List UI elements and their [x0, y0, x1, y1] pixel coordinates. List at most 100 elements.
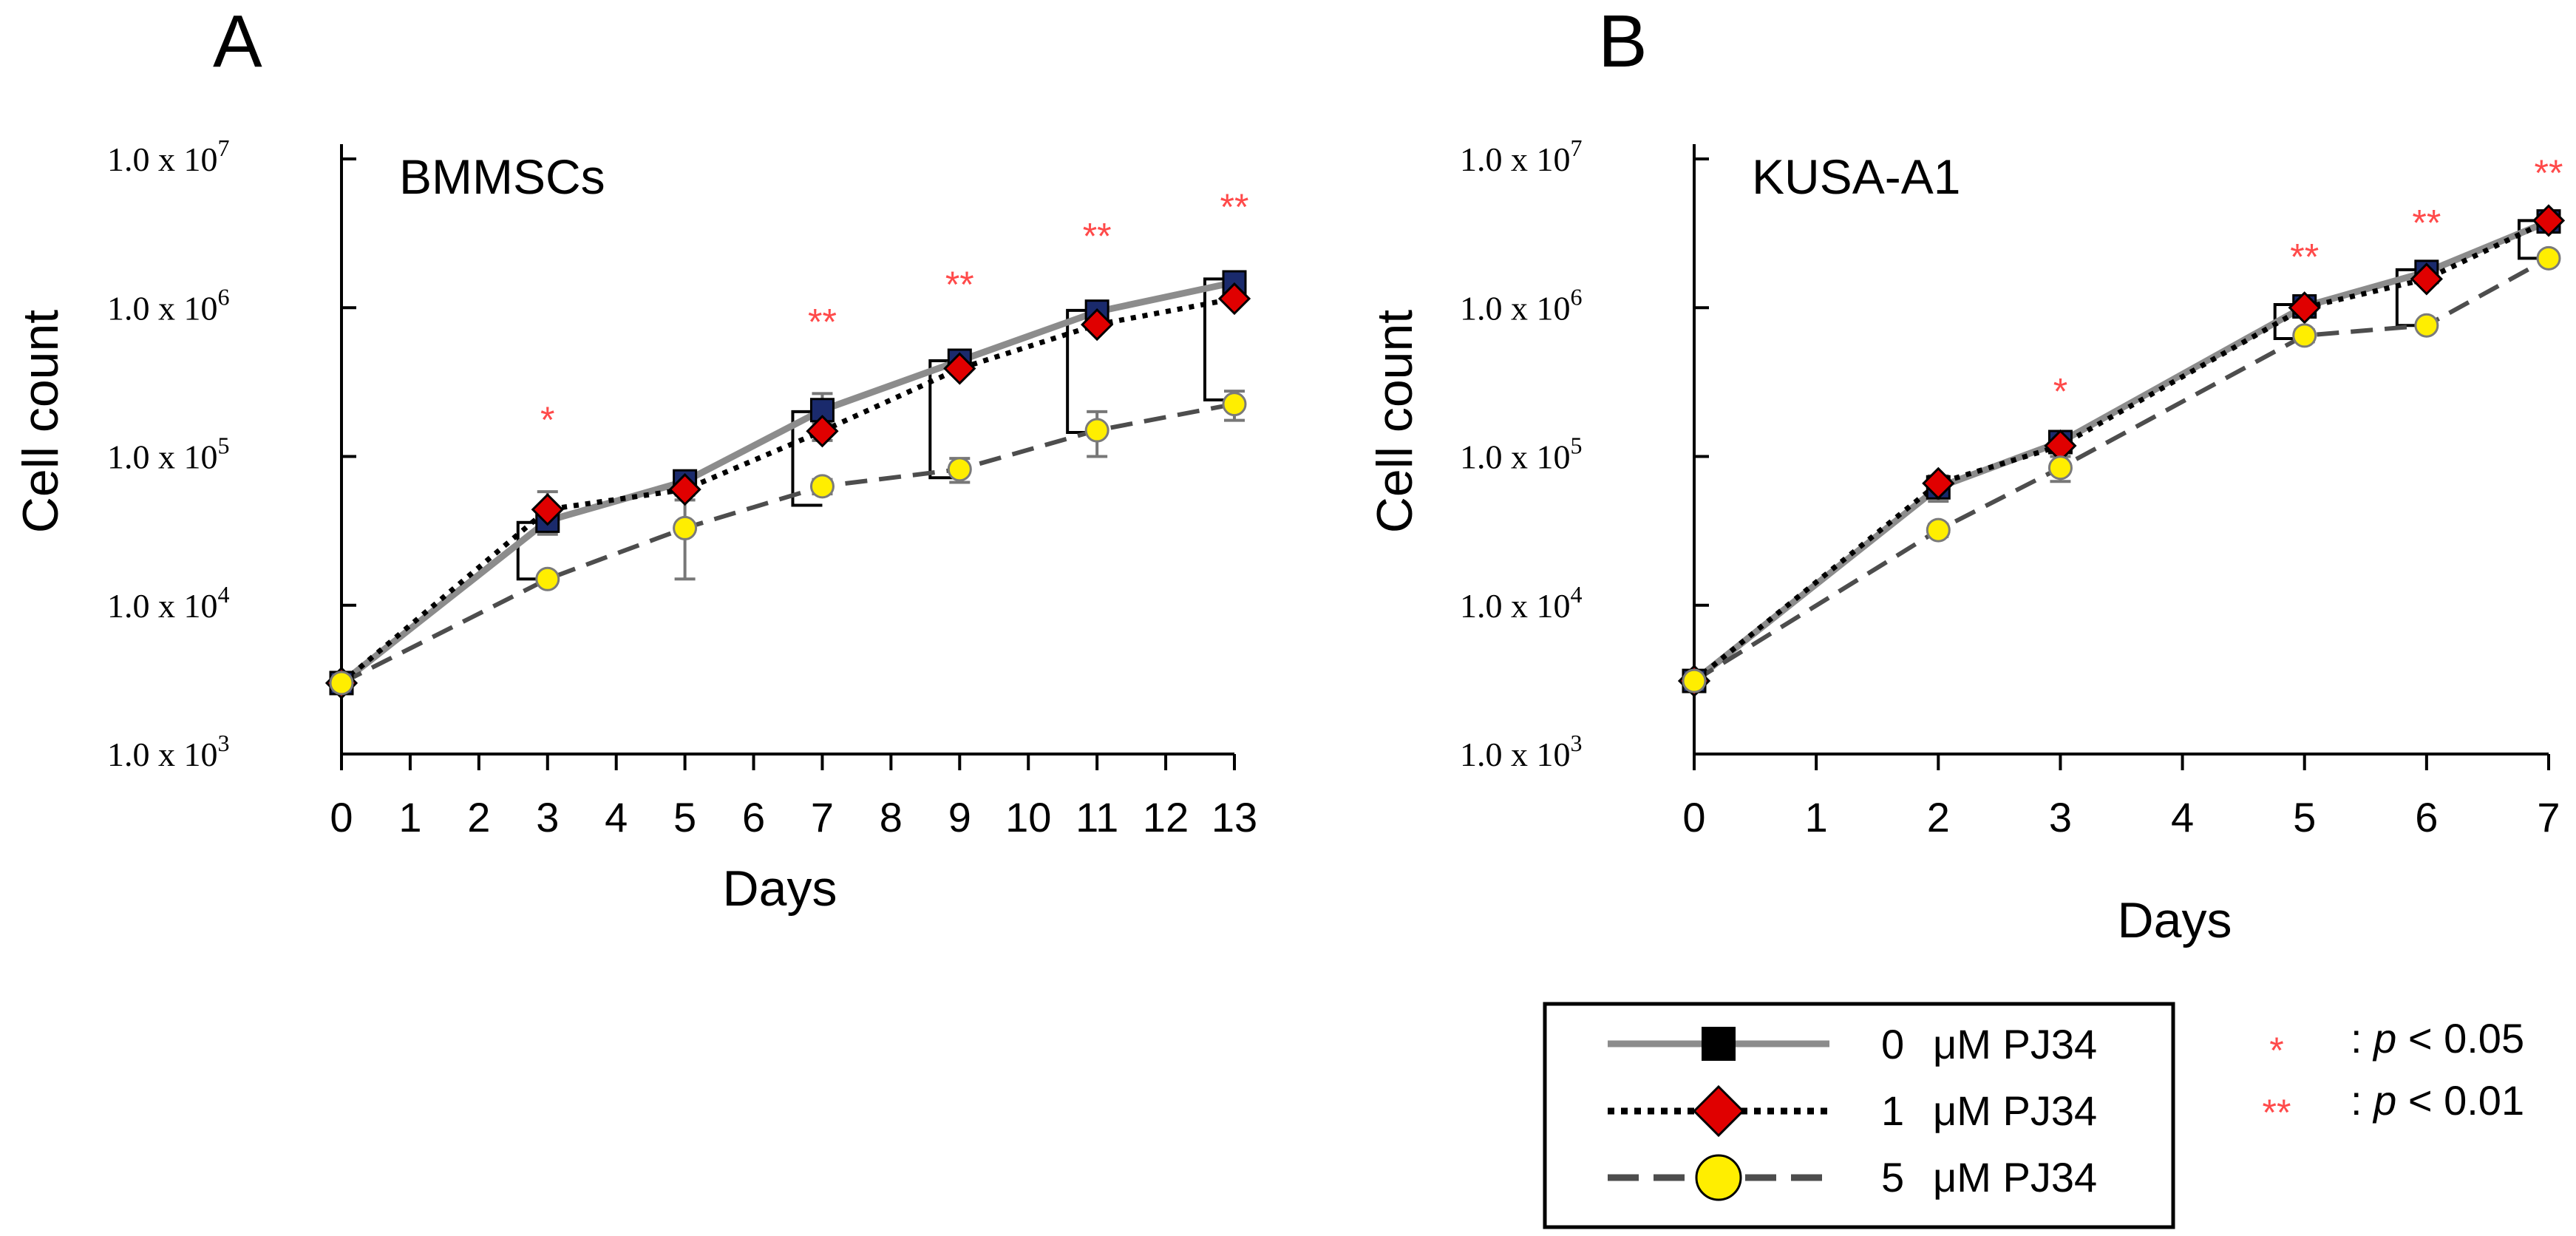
y-tick-label: 1.0 x 107	[1460, 135, 1583, 178]
panel-a-title: BMMSCs	[399, 149, 605, 204]
significance-label: **	[2412, 202, 2441, 243]
data-point-diamond	[668, 473, 701, 506]
x-tick-label: 1	[398, 794, 421, 841]
significance-label: *	[2053, 370, 2067, 412]
diamond-marker-icon	[1692, 1084, 1745, 1138]
panel-a-xlabel: Days	[723, 860, 837, 917]
circle-marker-icon	[1695, 1154, 1742, 1201]
y-tick-label: 1.0 x 106	[1460, 283, 1583, 327]
panel-b-xlabel: Days	[2118, 892, 2232, 948]
x-tick-label: 13	[1211, 794, 1257, 841]
panel-b-ylabel: Cell count	[1367, 310, 1423, 533]
sig-legend-op-2: < 0.01	[2408, 1077, 2524, 1124]
data-point-circle	[2047, 455, 2073, 481]
data-point-diamond	[943, 352, 976, 385]
significance-bracket	[791, 410, 823, 507]
significance-label: **	[2535, 152, 2563, 194]
data-point-diamond	[531, 493, 564, 526]
data-point-diamond	[1217, 282, 1251, 316]
x-tick-label: 8	[880, 794, 903, 841]
legend-unit-0: μM PJ34	[1933, 1021, 2097, 1067]
legend-conc-2: 5	[1881, 1154, 1904, 1201]
data-point-diamond	[2288, 291, 2321, 325]
significance-label: **	[1083, 215, 1112, 257]
panel-b-title: KUSA-A1	[1752, 149, 1960, 204]
data-point-circle	[1682, 668, 1707, 693]
x-tick-label: 4	[2171, 794, 2194, 841]
y-tick-label: 1.0 x 103	[1460, 730, 1583, 773]
series-line-1	[339, 296, 1235, 685]
data-point-circle	[2536, 245, 2561, 271]
x-tick-label: 12	[1143, 794, 1189, 841]
significance-bracket	[928, 359, 960, 480]
square-marker-icon	[1702, 1027, 1736, 1061]
data-point-circle	[1926, 517, 1951, 543]
data-point-circle	[947, 457, 972, 482]
sig-legend-text-2: : p < 0.01	[2351, 1077, 2524, 1124]
y-tick-label: 1.0 x 105	[1460, 432, 1583, 476]
x-tick-label: 2	[467, 794, 490, 841]
legend-item-1: 1 μM PJ34	[1608, 1084, 2097, 1138]
y-tick-label: 1.0 x 104	[107, 581, 230, 625]
significance-label: **	[2290, 237, 2319, 278]
x-tick-label: 5	[2293, 794, 2316, 841]
data-point-circle	[535, 566, 560, 591]
significance-label: **	[945, 264, 974, 305]
legend-item-2: 5 μM PJ34	[1608, 1154, 2097, 1201]
sig-legend-p-2: p	[2372, 1077, 2396, 1124]
x-tick-label: 11	[1075, 794, 1118, 841]
data-point-circle	[2414, 313, 2439, 338]
data-point-circle	[329, 670, 354, 696]
x-tick-label: 3	[2049, 794, 2072, 841]
panel-b-letter: B	[1598, 0, 1648, 83]
sig-legend-1: * : p < 0.05	[2269, 1015, 2524, 1071]
panel-a-letter: A	[213, 0, 262, 83]
series-line-1	[1692, 218, 2550, 683]
legend-conc-1: 1	[1881, 1087, 1904, 1134]
panel-a: A BMMSCs Days Cell count 1.0 x 107 1.0 x …	[13, 0, 1257, 917]
x-tick-label: 7	[811, 794, 834, 841]
x-tick-label: 6	[2415, 794, 2438, 841]
x-tick-label: 0	[330, 794, 353, 841]
data-point-circle	[673, 515, 698, 540]
sig-legend-op-1: < 0.05	[2408, 1015, 2524, 1062]
series-line-0	[339, 279, 1235, 686]
data-point-diamond	[1081, 308, 1114, 342]
panel-a-ylabel: Cell count	[13, 310, 69, 533]
x-tick-label: 10	[1005, 794, 1051, 841]
data-point-circle	[1222, 392, 1247, 417]
x-tick-label: 1	[1805, 794, 1828, 841]
x-tick-label: 3	[536, 794, 559, 841]
legend-item-0: 0 μM PJ34	[1608, 1021, 2097, 1067]
data-point-diamond	[2410, 262, 2443, 296]
legend-conc-0: 0	[1881, 1021, 1904, 1067]
data-point-diamond	[2532, 204, 2566, 237]
x-tick-label: 6	[742, 794, 765, 841]
significance-label: *	[540, 399, 554, 441]
significance-bracket	[1203, 277, 1234, 401]
y-tick-label: 1.0 x 105	[107, 432, 230, 476]
x-tick-label: 9	[948, 794, 971, 841]
significance-label: **	[808, 301, 837, 342]
data-point-diamond	[1922, 466, 1955, 500]
series-line-2	[340, 401, 1235, 685]
legend-unit-1: μM PJ34	[1933, 1087, 2097, 1134]
x-tick-label: 2	[1927, 794, 1950, 841]
significance-label: **	[1220, 186, 1249, 228]
x-tick-label: 0	[1682, 794, 1705, 841]
data-point-circle	[1084, 418, 1109, 443]
y-tick-label: 1.0 x 107	[107, 135, 230, 178]
y-tick-label: 1.0 x 103	[107, 730, 230, 773]
sig-legend-p-1: p	[2372, 1015, 2396, 1062]
sig-legend-text-1: : p < 0.05	[2351, 1015, 2524, 1062]
x-tick-label: 7	[2537, 794, 2560, 841]
y-tick-label: 1.0 x 106	[107, 283, 230, 327]
data-point-circle	[2292, 323, 2317, 348]
sig-legend-2: ** : p < 0.01	[2263, 1077, 2525, 1133]
x-tick-label: 5	[673, 794, 696, 841]
legend-unit-2: μM PJ34	[1933, 1154, 2097, 1201]
significance-bracket	[2395, 268, 2427, 327]
x-tick-label: 4	[605, 794, 628, 841]
series-line-0	[1692, 218, 2550, 684]
